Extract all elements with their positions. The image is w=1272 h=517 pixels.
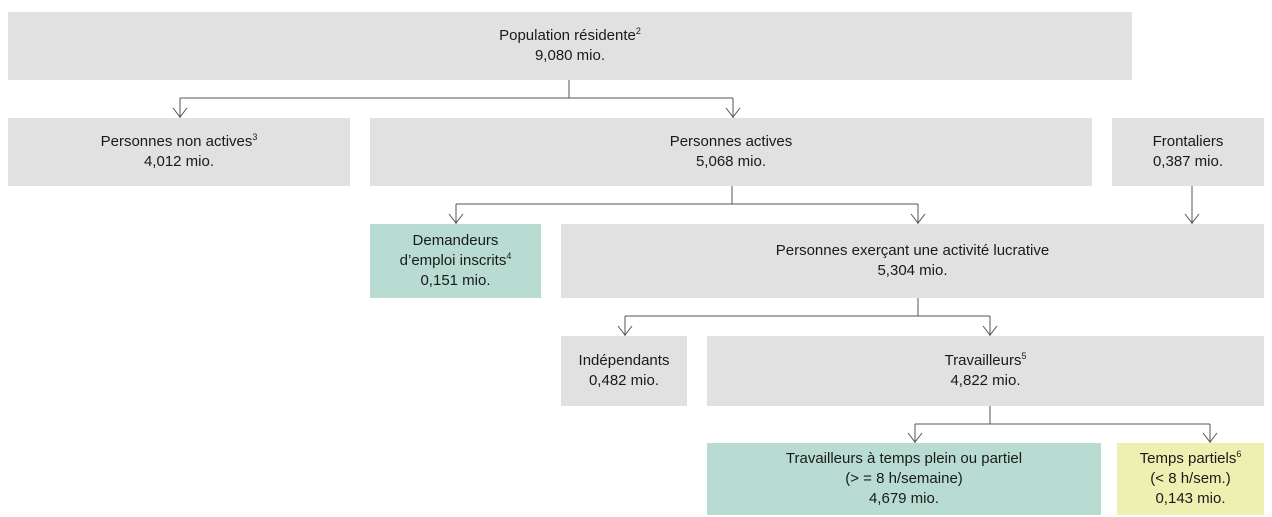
node-value: 0,482 mio. (588, 372, 660, 389)
node-value: 9,080 mio. (534, 47, 606, 64)
connector (179, 80, 734, 118)
node: Indépendants 0,482 mio. (561, 336, 687, 406)
node-label: (> = 8 h/semaine) (845, 470, 963, 487)
node-label: (< 8 h/sem.) (1150, 470, 1231, 487)
node-value: 0,143 mio. (1155, 490, 1226, 507)
node-label: Temps partiels (1139, 450, 1237, 467)
arrow (448, 213, 464, 224)
node-line: (> = 8 h/semaine) (845, 469, 963, 489)
footnote-ref: 2 (635, 26, 641, 36)
node-value: 4,012 mio. (143, 153, 215, 170)
node-label: Population résidente (499, 27, 636, 44)
node-value: 5,068 mio. (695, 153, 767, 170)
node-label: Travailleurs (944, 352, 1022, 369)
arrow (617, 325, 633, 336)
node-line: Personnes actives (670, 132, 793, 152)
node: Population résidente2 9,080 mio. (8, 12, 1132, 80)
node: Temps partiels6 (< 8 h/sem.) 0,143 mio. (1117, 443, 1264, 515)
node-line: Demandeurs (413, 231, 499, 251)
node: Personnes non actives3 4,012 mio. (8, 118, 350, 186)
arrow (1184, 213, 1200, 224)
arrow (907, 432, 923, 443)
node-line: d’emploi inscrits4 (400, 251, 512, 271)
node-value: 4,822 mio. (950, 372, 1021, 389)
node-value: 0,387 mio. (1152, 153, 1224, 170)
arrow (982, 325, 998, 336)
node-line: Personnes non actives3 (101, 132, 258, 152)
footnote-ref: 6 (1236, 449, 1242, 459)
node: Travailleurs à temps plein ou partiel (> … (707, 443, 1101, 515)
footnote-ref: 4 (506, 251, 512, 261)
connector (455, 186, 919, 224)
node-label: Travailleurs à temps plein ou partiel (785, 450, 1023, 467)
node-value: 5,304 mio. (877, 262, 948, 279)
node-value: 4,679 mio. (868, 490, 940, 507)
node-line: Travailleurs à temps plein ou partiel (786, 449, 1022, 469)
node-line: (< 8 h/sem.) (1150, 469, 1230, 489)
node-label: Personnes actives (669, 133, 793, 150)
node-label: d’emploi inscrits (399, 252, 507, 269)
arrow (910, 213, 926, 224)
arrow (1202, 432, 1218, 443)
node-line: Personnes exerçant une activité lucrativ… (776, 241, 1049, 261)
footnote-ref: 3 (252, 132, 258, 142)
node-label: Personnes non actives (100, 133, 253, 150)
arrow (172, 107, 188, 118)
node: Travailleurs5 4,822 mio. (707, 336, 1264, 406)
node-label: Frontaliers (1152, 133, 1224, 150)
node-label: Indépendants (578, 352, 670, 369)
node-line: Travailleurs5 (945, 351, 1027, 371)
footnote-ref: 5 (1021, 351, 1027, 361)
node-label: Demandeurs (412, 232, 499, 249)
node: Personnes actives 5,068 mio. (370, 118, 1092, 186)
node-label: Personnes exerçant une activité lucrativ… (775, 242, 1050, 259)
connector (624, 298, 991, 336)
node-line: Population résidente2 (499, 26, 641, 46)
node-value: 0,151 mio. (420, 272, 491, 289)
connector (914, 406, 1211, 443)
node-line: Frontaliers (1153, 132, 1224, 152)
node-line: Temps partiels6 (1140, 449, 1242, 469)
node-line: Indépendants (579, 351, 670, 371)
node: Frontaliers 0,387 mio. (1112, 118, 1264, 186)
arrow (725, 107, 741, 118)
node: Personnes exerçant une activité lucrativ… (561, 224, 1264, 298)
node: Demandeurs d’emploi inscrits4 0,151 mio. (370, 224, 541, 298)
